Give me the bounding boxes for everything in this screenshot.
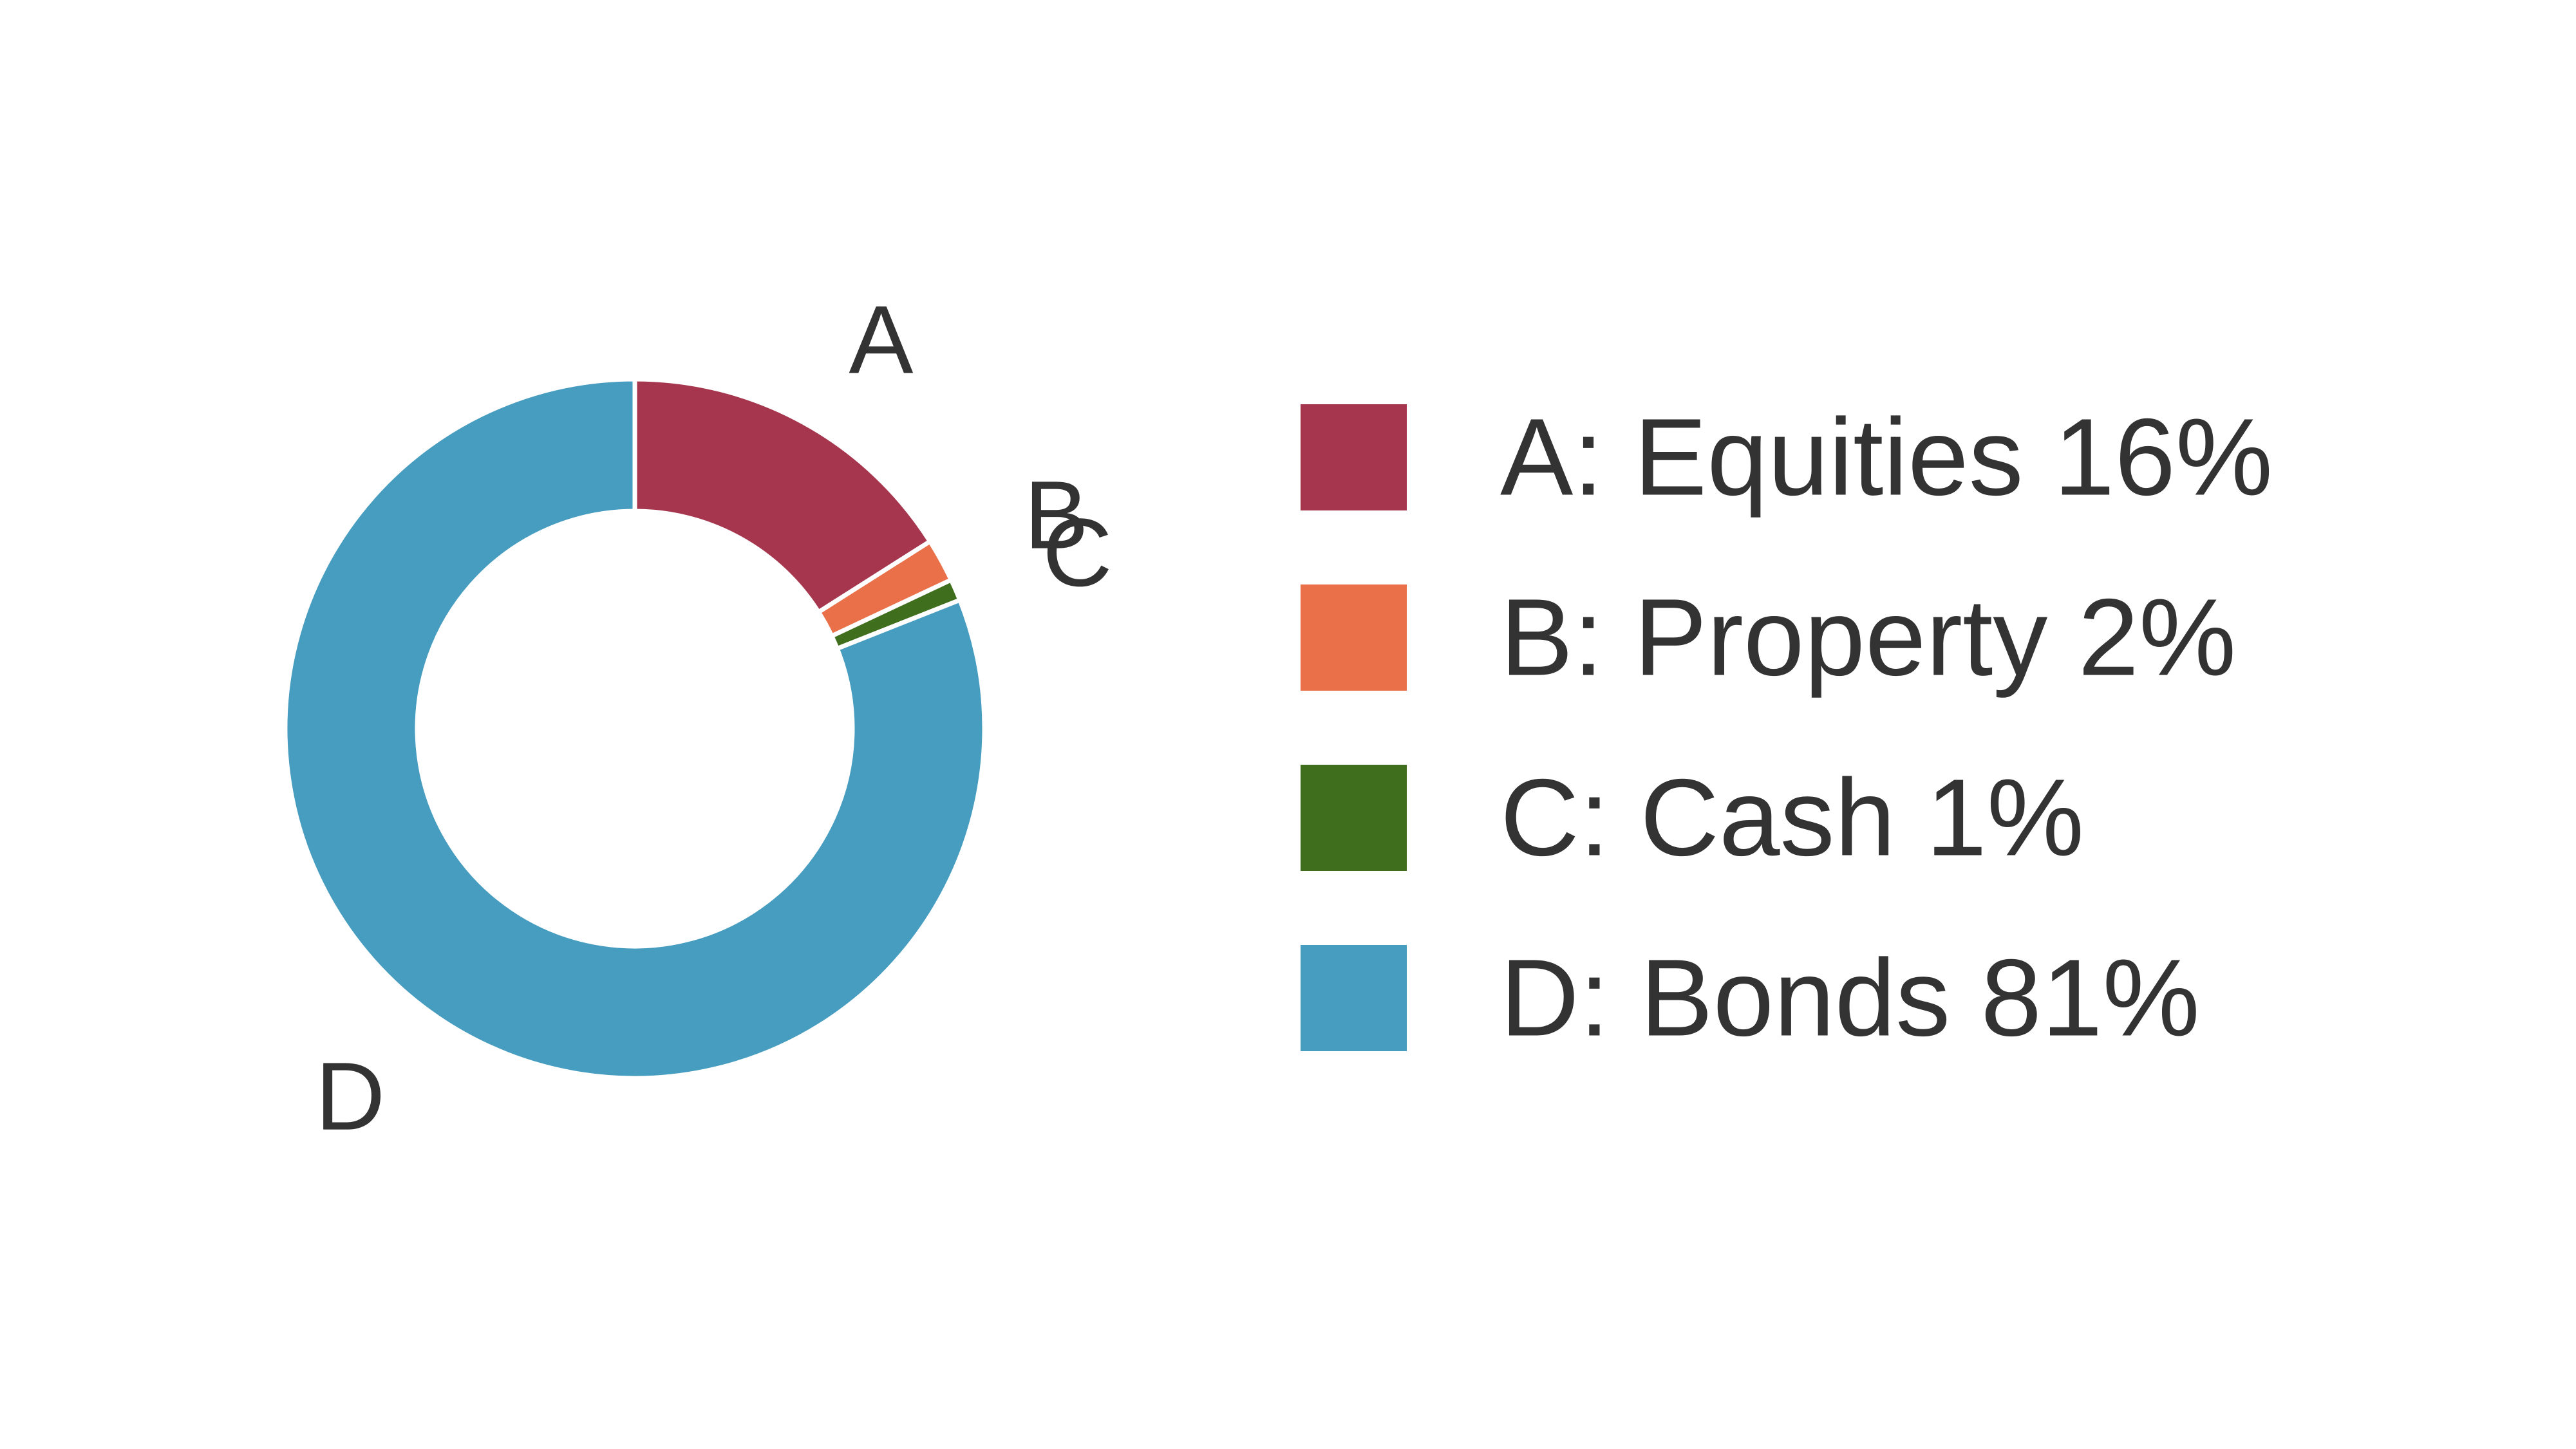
slice-labels: A BC D (315, 285, 1113, 1150)
slice-a (632, 377, 934, 615)
legend-swatch-a (1301, 404, 1407, 510)
legend-item-b: B: Property 2% (1301, 577, 2236, 699)
legend-swatch-d (1301, 945, 1407, 1051)
slice-label-c: C (1042, 498, 1112, 606)
slice-label-d: D (315, 1042, 385, 1150)
legend-label-d: D: Bonds 81% (1500, 937, 2200, 1060)
donut-slices (283, 377, 987, 1081)
legend-label-c: C: Cash 1% (1500, 757, 2084, 879)
legend-swatch-b (1301, 584, 1407, 691)
legend-label-a: A: Equities 16% (1500, 397, 2273, 519)
legend-item-a: A: Equities 16% (1301, 397, 2273, 519)
legend-item-c: C: Cash 1% (1301, 757, 2084, 879)
slice-label-b: B (1024, 461, 1089, 569)
slice-d (283, 377, 987, 1081)
legend-swatch-c (1301, 765, 1407, 871)
legend: A: Equities 16% B: Property 2% C: Cash 1% D… (1301, 397, 2273, 1060)
slice-label-a: A (849, 285, 913, 393)
legend-label-b: B: Property 2% (1500, 577, 2236, 699)
legend-item-d: D: Bonds 81% (1301, 937, 2200, 1060)
